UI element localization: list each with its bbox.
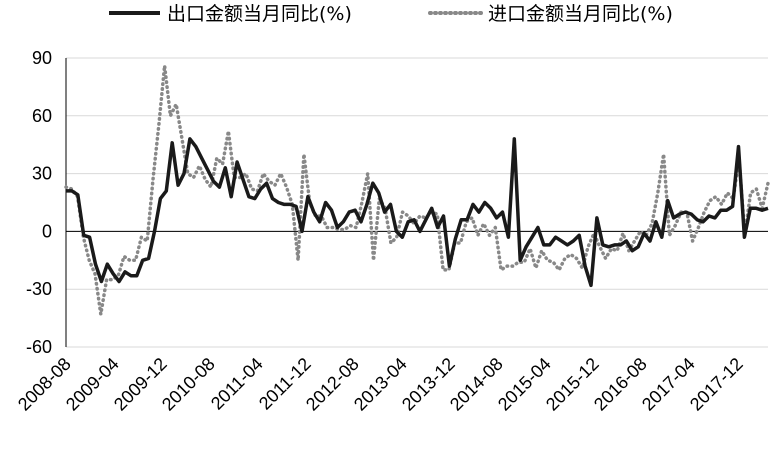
x-tick-label: 2017-12 <box>686 354 747 415</box>
series-line-export <box>66 137 769 288</box>
legend: 出口金额当月同比(%) 进口金额当月同比(%) <box>109 3 673 25</box>
series-line-import <box>64 63 770 316</box>
y-axis-ticks: 90 60 30 0 -30 -60 <box>26 48 52 357</box>
y-tick-label: 60 <box>32 106 52 126</box>
y-tick-label: -30 <box>26 279 52 299</box>
x-tick-label: 2010-08 <box>158 354 219 415</box>
legend-label-export: 出口金额当月同比(%) <box>167 3 352 25</box>
y-tick-label: 90 <box>32 48 52 68</box>
x-axis-ticks: 2008-082009-042009-122010-082011-042011-… <box>14 354 747 415</box>
y-tick-label: -60 <box>26 337 52 357</box>
grid <box>66 57 768 348</box>
legend-label-import: 进口金额当月同比(%) <box>488 3 673 25</box>
y-tick-label: 30 <box>32 164 52 184</box>
y-tick-label: 0 <box>42 221 52 241</box>
axes <box>65 58 768 347</box>
series-layer <box>64 63 770 316</box>
x-tick-label: 2011-04 <box>207 354 267 414</box>
